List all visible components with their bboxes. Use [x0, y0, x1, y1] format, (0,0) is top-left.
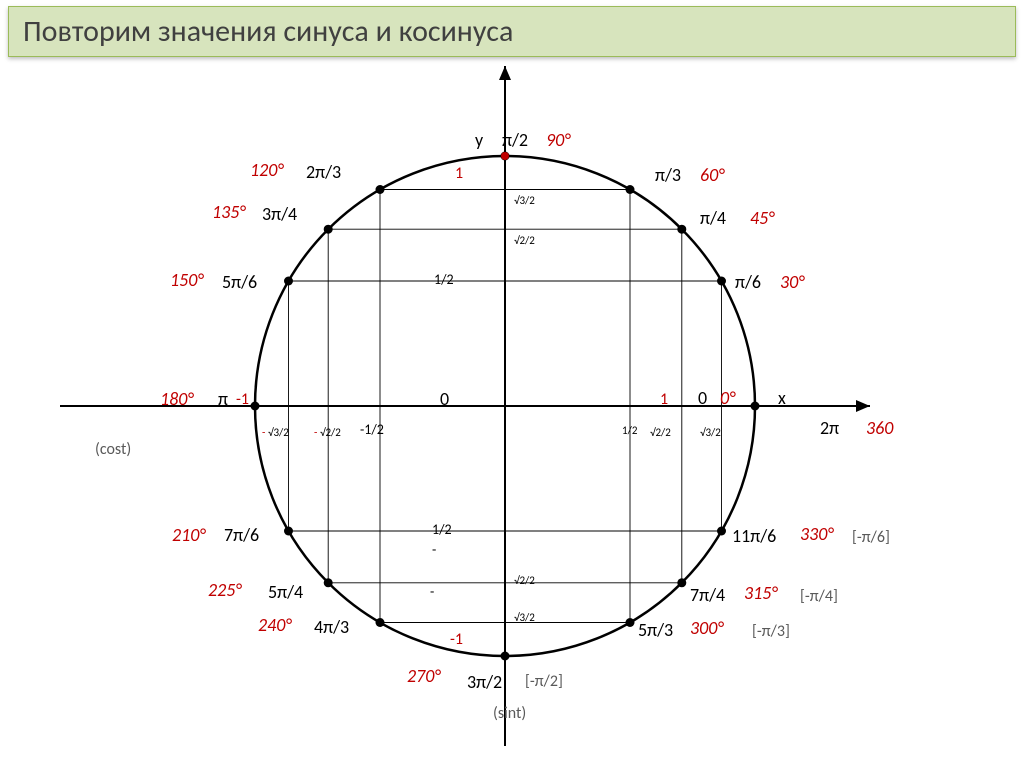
sint-label: (sint): [493, 704, 526, 723]
deg-300: 300°: [690, 617, 724, 639]
cost-label: (cost): [95, 440, 131, 459]
y-axis-label: у: [475, 129, 484, 151]
deg-240: 240°: [258, 614, 292, 636]
val-nr2-2-btm-dash: -: [430, 583, 434, 600]
val-nr2-2-btm: √2/2: [514, 574, 535, 587]
val-nr3_2-leftdash: -: [262, 426, 265, 439]
rad-300: 5π/3: [638, 619, 673, 641]
deg-180: 180°: [160, 388, 194, 410]
val-r2_2-right: √2/2: [650, 426, 671, 439]
val-r3_2-right: √3/2: [700, 426, 721, 439]
alt-300: [-π/3]: [752, 622, 790, 641]
deg-90: 90°: [546, 129, 571, 151]
val-nr2_2-leftdash: -: [314, 426, 317, 439]
val-neghalf-left: -1/2: [360, 421, 384, 438]
rad-135: 3π/4: [262, 203, 297, 225]
deg-135: 135°: [212, 201, 246, 223]
val-1-right: 1: [660, 390, 668, 409]
deg-0: 0°: [720, 387, 736, 409]
deg-60: 60°: [700, 164, 725, 186]
deg-360-label: 360: [866, 417, 894, 439]
val-r3-2-top: √3/2: [514, 194, 535, 207]
deg-225: 225°: [208, 579, 242, 601]
rad-270: 3π/2: [467, 671, 502, 693]
x-axis-label: x: [778, 387, 786, 409]
origin-label: 0: [440, 388, 449, 410]
deg-270: 270°: [407, 665, 441, 687]
alt-270: [-π/2]: [525, 672, 563, 691]
rad-180: π: [218, 388, 228, 410]
deg-30: 30°: [780, 271, 805, 293]
rad-210: 7π/6: [224, 524, 259, 546]
val-half-right: 1/2: [622, 424, 638, 437]
val-neg1-btm: -1: [450, 630, 463, 649]
rad-225: 5π/4: [268, 581, 303, 603]
val-half-top: 1/2: [434, 271, 454, 288]
deg-210: 210°: [172, 524, 206, 546]
val-neghalf-btm2: -: [432, 541, 436, 558]
deg-45: 45°: [750, 207, 775, 229]
val-1-top: 1: [455, 164, 463, 183]
alt-315: [-π/4]: [800, 587, 838, 606]
rad-120: 2π/3: [306, 161, 341, 183]
rad-240: 4π/3: [314, 616, 349, 638]
pi6-radian: π/6: [735, 271, 761, 293]
pi4-radian: π/4: [700, 207, 726, 229]
zero-radian: 0: [698, 387, 707, 409]
deg-315: 315°: [744, 582, 778, 604]
val-nr2_2-left: √2/2: [320, 426, 341, 439]
rad-330: 11π/6: [732, 525, 776, 547]
val-nr3-2-btm: √3/2: [514, 611, 535, 624]
val-neghalf-btm: 1/2: [432, 521, 452, 538]
deg-330: 330°: [800, 523, 834, 545]
deg-150: 150°: [170, 269, 204, 291]
val-neg1-left: -1: [236, 390, 249, 409]
rad-315: 7π/4: [690, 584, 725, 606]
two-pi-label: 2π: [820, 417, 839, 439]
deg-120: 120°: [250, 159, 284, 181]
val-nr3_2-left: √3/2: [268, 426, 289, 439]
rad-150: 5π/6: [222, 271, 257, 293]
pi2-radian: π/2: [502, 129, 528, 151]
alt-330: [-π/6]: [852, 528, 890, 547]
val-r2-2-top: √2/2: [514, 234, 535, 247]
unit-circle-chart: у x (cost) (sint) 2π 360 π/2 90° π/3 60°…: [0, 6, 1024, 773]
pi3-radian: π/3: [655, 164, 681, 186]
